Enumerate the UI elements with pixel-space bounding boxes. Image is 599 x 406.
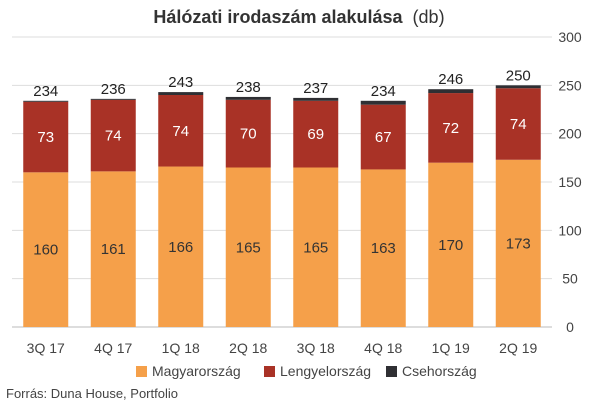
legend: Magyarország Lengyelország Csehország xyxy=(136,363,477,379)
x-tick-label: 4Q 17 xyxy=(94,340,132,356)
data-label: 67 xyxy=(375,129,392,146)
x-tick-label: 2Q 19 xyxy=(499,340,537,356)
total-label: 246 xyxy=(438,71,463,88)
bar-segment-magyarorszag xyxy=(360,169,406,327)
data-label: 74 xyxy=(172,123,189,140)
bar-segment-magyarorszag xyxy=(158,166,204,327)
total-label: 234 xyxy=(33,83,58,100)
bar-segment-magyarorszag xyxy=(428,162,474,327)
y-tick-label: 200 xyxy=(558,126,582,142)
data-label: 70 xyxy=(240,126,257,143)
bar-segment-csehorszag xyxy=(225,96,271,100)
total-label: 243 xyxy=(168,74,193,91)
data-label: 173 xyxy=(506,235,531,252)
bar-segment-csehorszag xyxy=(158,92,204,95)
bar-segment-magyarorszag xyxy=(90,171,136,327)
x-tick-label: 4Q 18 xyxy=(364,340,402,356)
legend-label: Csehország xyxy=(402,363,477,379)
bar-segment-lengyelorszag xyxy=(495,88,541,160)
bar-segment-lengyelorszag xyxy=(225,99,271,168)
legend-swatch xyxy=(136,366,147,377)
total-label: 237 xyxy=(303,80,328,97)
bar-segment-csehorszag xyxy=(428,89,474,94)
y-tick-label: 100 xyxy=(558,222,582,238)
legend-label: Lengyelország xyxy=(280,363,371,379)
legend-swatch xyxy=(264,366,275,377)
bar-segment-lengyelorszag xyxy=(158,95,204,167)
bar-segment-csehorszag xyxy=(90,98,136,100)
data-label: 69 xyxy=(307,126,324,143)
legend-label: Magyarország xyxy=(152,363,241,379)
bar-segment-csehorszag xyxy=(495,85,541,89)
y-tick-label: 250 xyxy=(558,77,582,93)
data-label: 74 xyxy=(510,116,527,133)
data-label: 170 xyxy=(438,237,463,254)
data-label: 165 xyxy=(236,239,261,256)
data-label: 161 xyxy=(101,241,126,258)
data-label: 74 xyxy=(105,128,122,145)
y-axis-ticks: 0 50 100 150 200 250 300 xyxy=(558,29,582,335)
total-label: 234 xyxy=(371,83,396,100)
bar-segment-lengyelorszag xyxy=(428,93,474,163)
data-label: 160 xyxy=(33,242,58,259)
y-tick-label: 150 xyxy=(558,174,582,190)
bar-segment-csehorszag xyxy=(293,97,339,101)
bar-segment-lengyelorszag xyxy=(293,100,339,168)
data-label: 73 xyxy=(37,129,54,146)
bar-segment-lengyelorszag xyxy=(90,99,136,172)
total-label: 238 xyxy=(236,79,261,96)
x-tick-label: 3Q 17 xyxy=(27,340,65,356)
total-label: 236 xyxy=(101,81,126,98)
total-label: 250 xyxy=(506,67,531,84)
legend-swatch xyxy=(386,366,397,377)
bars xyxy=(23,85,541,327)
bar-segment-lengyelorszag xyxy=(23,101,69,173)
data-labels: 160 73 234 161 74 236 166 74 243 165 70 238 165 69 237… xyxy=(33,67,531,258)
x-tick-label: 1Q 19 xyxy=(432,340,470,356)
bar-segment-csehorszag xyxy=(23,100,69,102)
bar-segment-magyarorszag xyxy=(225,167,271,327)
x-tick-label: 2Q 18 xyxy=(229,340,267,356)
bar-segment-lengyelorszag xyxy=(360,104,406,170)
bar-segment-csehorszag xyxy=(360,100,406,105)
bar-segment-magyarorszag xyxy=(23,172,69,327)
y-tick-label: 50 xyxy=(562,271,578,287)
bar-segment-magyarorszag xyxy=(293,167,339,327)
data-label: 163 xyxy=(371,240,396,257)
data-label: 72 xyxy=(442,120,459,137)
y-tick-label: 0 xyxy=(566,319,574,335)
source-note: Forrás: Duna House, Portfolio xyxy=(6,386,178,401)
data-label: 166 xyxy=(168,239,193,256)
y-tick-label: 300 xyxy=(558,29,582,45)
chart-title-unit: (db) xyxy=(413,7,445,27)
chart-title-main: Hálózati irodaszám alakulása xyxy=(153,7,403,27)
chart-title: Hálózati irodaszám alakulása (db) xyxy=(153,7,444,27)
bar-segment-magyarorszag xyxy=(495,159,541,327)
x-axis-ticks: 3Q 17 4Q 17 1Q 18 2Q 18 3Q 18 4Q 18 1Q 19 2Q 19 xyxy=(27,340,538,356)
x-tick-label: 3Q 18 xyxy=(297,340,335,356)
x-tick-label: 1Q 18 xyxy=(162,340,200,356)
data-label: 165 xyxy=(303,239,328,256)
